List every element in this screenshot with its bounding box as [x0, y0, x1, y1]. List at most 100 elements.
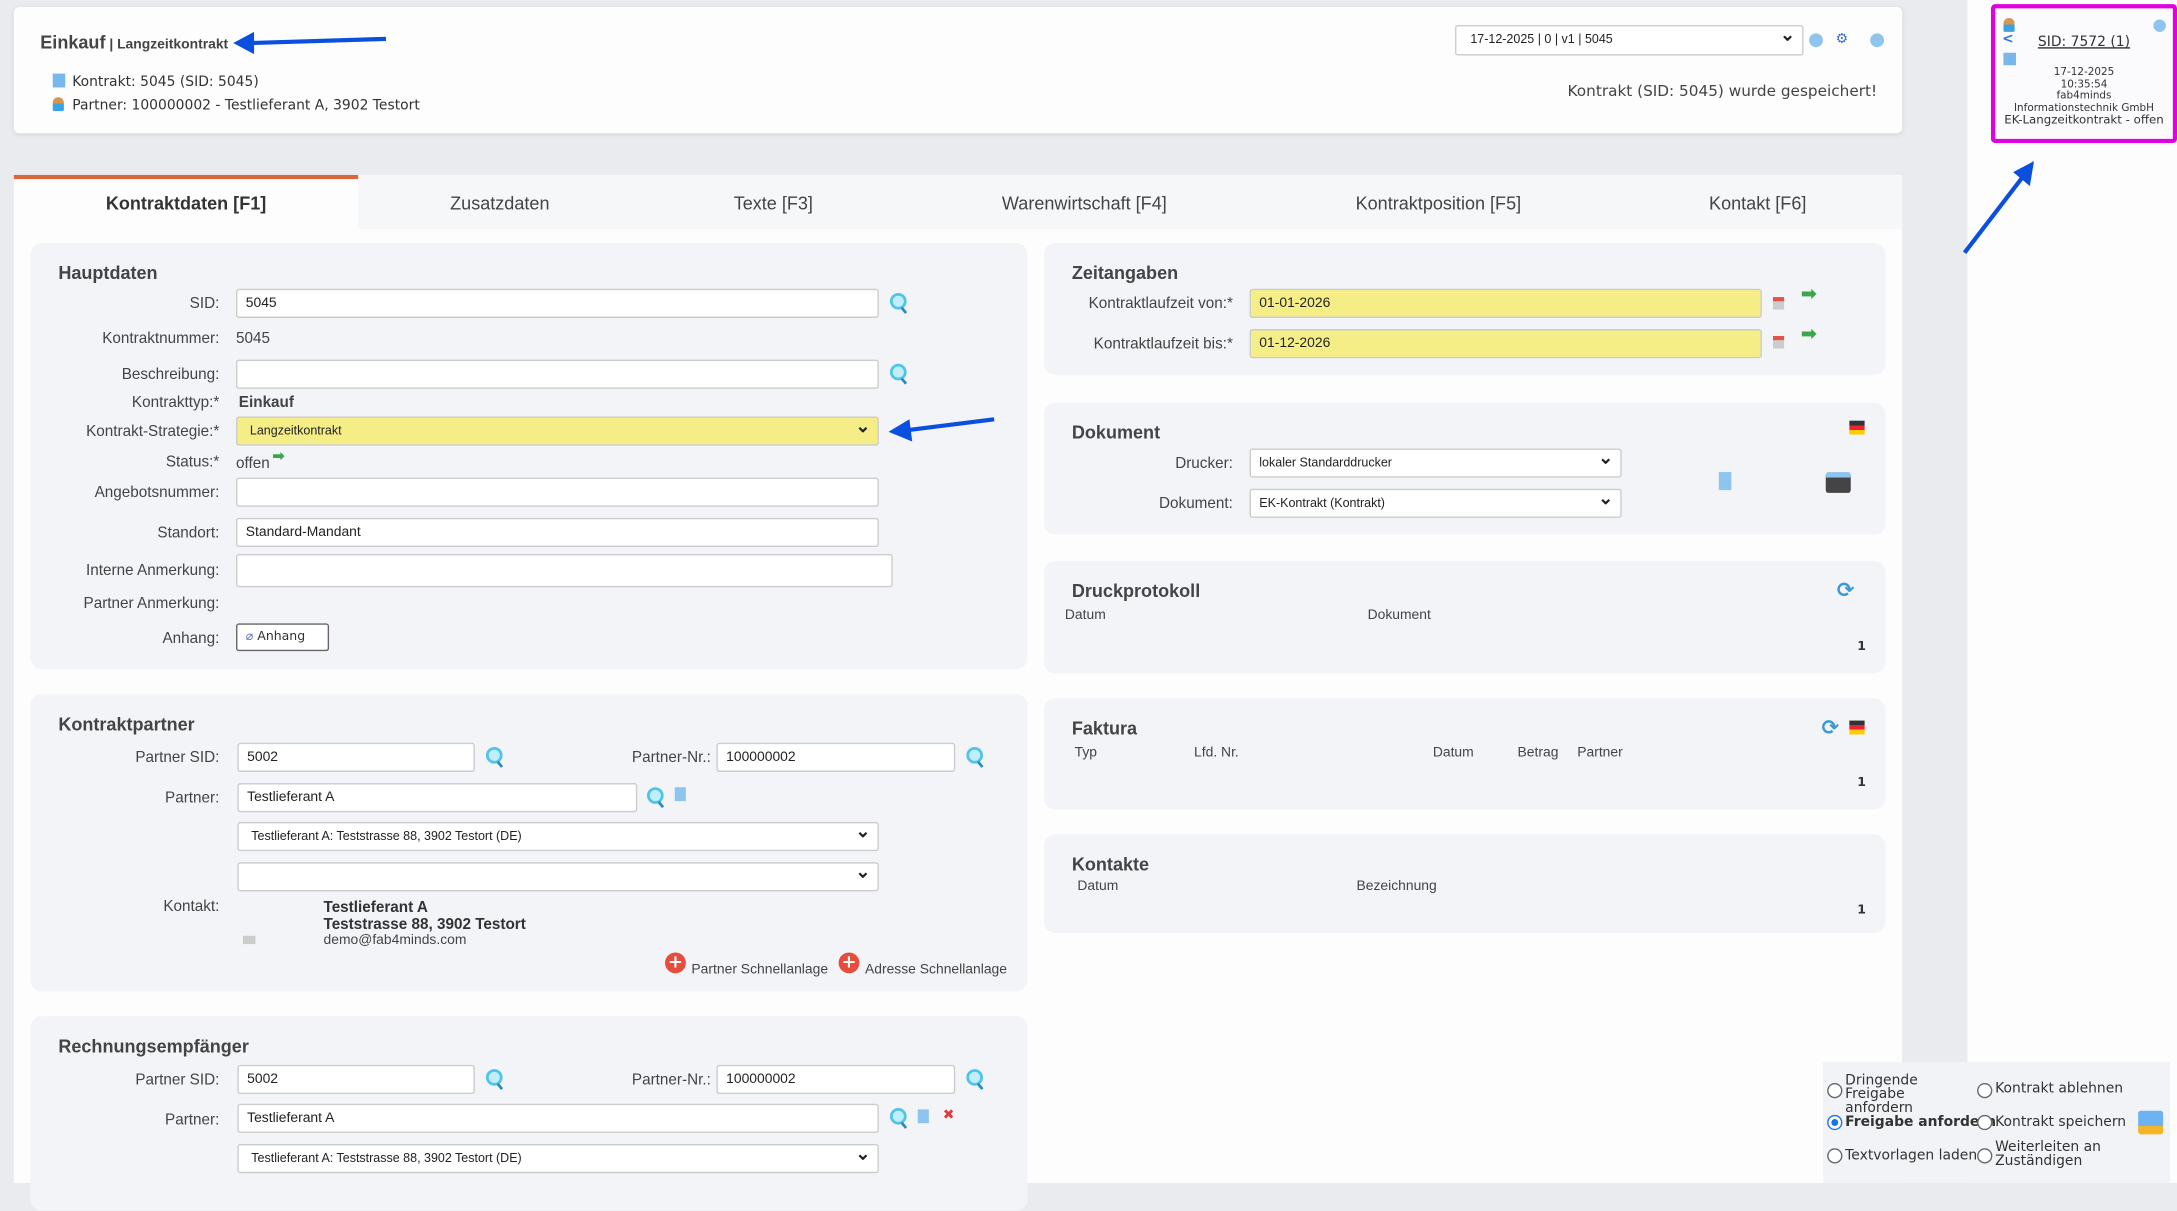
druckprotokoll-title: Druckprotokoll — [1071, 580, 1201, 602]
partner-input[interactable]: Testlieferant A — [237, 783, 638, 813]
contract-info: Kontrakt: 5045 (SID: 5045) — [72, 74, 259, 91]
druckprotokoll-panel: Druckprotokoll ⟳ Datum Dokument 1 — [1044, 560, 1886, 674]
anhang-button[interactable]: ⌀ Anhang — [236, 623, 330, 652]
search-icon[interactable] — [889, 1107, 907, 1125]
column-header: Betrag — [1517, 745, 1559, 761]
tab-texte[interactable]: Texte [F3] — [733, 192, 813, 214]
status-next-arrow-icon[interactable]: ➡ — [272, 447, 285, 466]
search-icon[interactable] — [889, 363, 907, 381]
version-select[interactable]: 17-12-2025 | 0 | v1 | 5045 — [1455, 21, 1804, 56]
angebotsnummer-input[interactable] — [236, 477, 879, 507]
document-preview-icon[interactable] — [1718, 472, 1732, 491]
next-arrow-icon[interactable]: ➡ — [1800, 283, 1818, 306]
address-quick-add[interactable]: Adresse Schnellanlage — [864, 962, 1008, 978]
right-column — [1967, 0, 2177, 1183]
faktura-panel: Faktura ⟳ Typ Lfd. Nr. Datum Betrag Part… — [1044, 698, 1886, 810]
radio-kontrakt-speichern[interactable] — [1977, 1114, 1993, 1131]
radio-freigabe-anfordern[interactable] — [1827, 1114, 1843, 1131]
radio-label[interactable]: Textvorlagen laden — [1845, 1148, 1978, 1164]
standort-input[interactable]: Standard-Mandant — [236, 517, 879, 548]
title-sub: Langzeitkontrakt — [117, 37, 229, 53]
zeitangaben-panel: Zeitangaben Kontraktlaufzeit von:* 01-01… — [1044, 242, 1886, 375]
submit-inbox-icon[interactable] — [2138, 1110, 2164, 1135]
address-quick-add-icon[interactable]: + — [838, 952, 860, 974]
tab-kontraktposition[interactable]: Kontraktposition [F5] — [1355, 192, 1522, 214]
partner-quick-add-icon[interactable]: + — [665, 952, 686, 974]
strategie-label: Kontrakt-Strategie:* — [86, 423, 220, 441]
next-arrow-icon[interactable]: ➡ — [1800, 323, 1818, 346]
search-icon[interactable] — [889, 292, 907, 310]
title-main: Einkauf — [40, 31, 106, 53]
kontrakttyp-label: Kontrakttyp:* — [131, 394, 220, 411]
calendar-icon[interactable] — [1772, 335, 1785, 349]
partner-input[interactable]: Testlieferant A — [237, 1103, 879, 1133]
tab-kontakt[interactable]: Kontakt [F6] — [1709, 192, 1807, 214]
partner-address-select[interactable]: Testlieferant A: Teststrasse 88, 3902 Te… — [237, 818, 879, 852]
beschreibung-input[interactable] — [236, 359, 879, 389]
search-icon[interactable] — [485, 1069, 503, 1086]
settings-gears-icon[interactable]: ⚙ — [1835, 31, 1848, 48]
view-version-icon[interactable] — [1809, 33, 1823, 48]
strategie-value: Langzeitkontrakt — [249, 423, 342, 438]
partner-nr-input[interactable]: 100000002 — [716, 742, 956, 772]
refresh-icon[interactable]: ⟳ — [1836, 577, 1855, 603]
partner-quick-add[interactable]: Partner Schnellanlage — [691, 962, 829, 978]
interne-anmerkung-input[interactable] — [236, 553, 893, 588]
zeitangaben-title: Zeitangaben — [1071, 262, 1179, 284]
kontakte-panel: Kontakte Datum Bezeichnung 1 — [1044, 834, 1886, 934]
printer-icon[interactable] — [1825, 472, 1851, 493]
search-icon[interactable] — [966, 746, 983, 764]
radio-label[interactable]: Dringende Freigabe anfordern — [1845, 1073, 1918, 1117]
calendar-icon[interactable] — [1772, 297, 1785, 310]
info-disc-icon[interactable] — [2153, 19, 2166, 32]
radio-textvorlagen-laden[interactable] — [1827, 1148, 1843, 1164]
share-icon[interactable]: < — [2002, 31, 2014, 48]
search-icon[interactable] — [646, 787, 664, 804]
column-header: Datum — [1077, 878, 1119, 895]
tab-kontraktdaten[interactable]: Kontraktdaten [F1] — [13, 174, 359, 230]
mail-icon[interactable] — [242, 935, 256, 945]
radio-label[interactable]: Kontrakt ablehnen — [1995, 1081, 2124, 1097]
column-header: Datum — [1432, 745, 1474, 761]
version-select-value: 17-12-2025 | 0 | v1 | 5045 — [1470, 31, 1613, 46]
tab-warenwirtschaft[interactable]: Warenwirtschaft [F4] — [1001, 192, 1167, 214]
delete-icon[interactable]: ✖ — [942, 1107, 955, 1124]
von-input[interactable]: 01-01-2026 — [1249, 288, 1762, 318]
drucker-select[interactable]: lokaler Standarddrucker — [1249, 444, 1622, 478]
radio-label[interactable]: Kontrakt speichern — [1995, 1114, 2127, 1131]
kontakt-email[interactable]: demo@fab4minds.com — [323, 933, 467, 949]
german-flag-icon[interactable] — [1849, 420, 1865, 435]
sid-link[interactable]: SID: 7572 (1) — [2037, 34, 2131, 50]
bis-input[interactable]: 01-12-2026 — [1249, 329, 1762, 359]
workflow-actions: Dringende Freigabe anfordern Kontrakt ab… — [1822, 1062, 2171, 1183]
dokument-select[interactable]: EK-Kontrakt (Kontrakt) — [1249, 485, 1622, 518]
partner-sid-input[interactable]: 5002 — [237, 742, 475, 772]
radio-label[interactable]: Freigabe anfordern — [1845, 1114, 1997, 1131]
column-header: Dokument — [1367, 608, 1431, 624]
sid-card: < SID: 7572 (1) 17-12-2025 10:35:54 fab4… — [1990, 4, 2177, 144]
invoice-address-select[interactable]: Testlieferant A: Teststrasse 88, 3902 Te… — [237, 1140, 879, 1174]
kontakt-address: Teststrasse 88, 3902 Testort — [323, 916, 526, 934]
partner-nr-input[interactable]: 100000002 — [716, 1064, 956, 1095]
german-flag-icon[interactable] — [1849, 720, 1865, 735]
rechnungsempfaenger-title: Rechnungsempfänger — [58, 1035, 249, 1057]
edit-partner-icon[interactable] — [917, 1109, 929, 1124]
column-header: Datum — [1064, 608, 1106, 624]
strategie-select[interactable]: Langzeitkontrakt — [236, 412, 879, 446]
edit-partner-icon[interactable] — [674, 787, 686, 802]
radio-weiterleiten[interactable] — [1977, 1148, 1993, 1164]
refresh-icon[interactable]: ⟳ — [1821, 715, 1840, 741]
tab-zusatzdaten[interactable]: Zusatzdaten — [450, 192, 550, 214]
angebotsnummer-label: Angebotsnummer: — [94, 484, 220, 502]
radio-dringende-freigabe[interactable] — [1827, 1082, 1843, 1099]
contact-select[interactable] — [237, 858, 879, 892]
info-disc-icon[interactable] — [1870, 33, 1885, 48]
radio-kontrakt-ablehnen[interactable] — [1977, 1082, 1993, 1099]
radio-label[interactable]: Weiterleiten an Zuständigen — [1995, 1139, 2101, 1170]
search-icon[interactable] — [485, 746, 503, 764]
sid-input[interactable]: 5045 — [236, 288, 879, 318]
partner-sid-input[interactable]: 5002 — [237, 1064, 475, 1095]
search-icon[interactable] — [966, 1069, 983, 1086]
partner-sid-label: Partner SID: — [135, 1071, 220, 1089]
partner-anmerkung-label: Partner Anmerkung: — [83, 595, 220, 613]
